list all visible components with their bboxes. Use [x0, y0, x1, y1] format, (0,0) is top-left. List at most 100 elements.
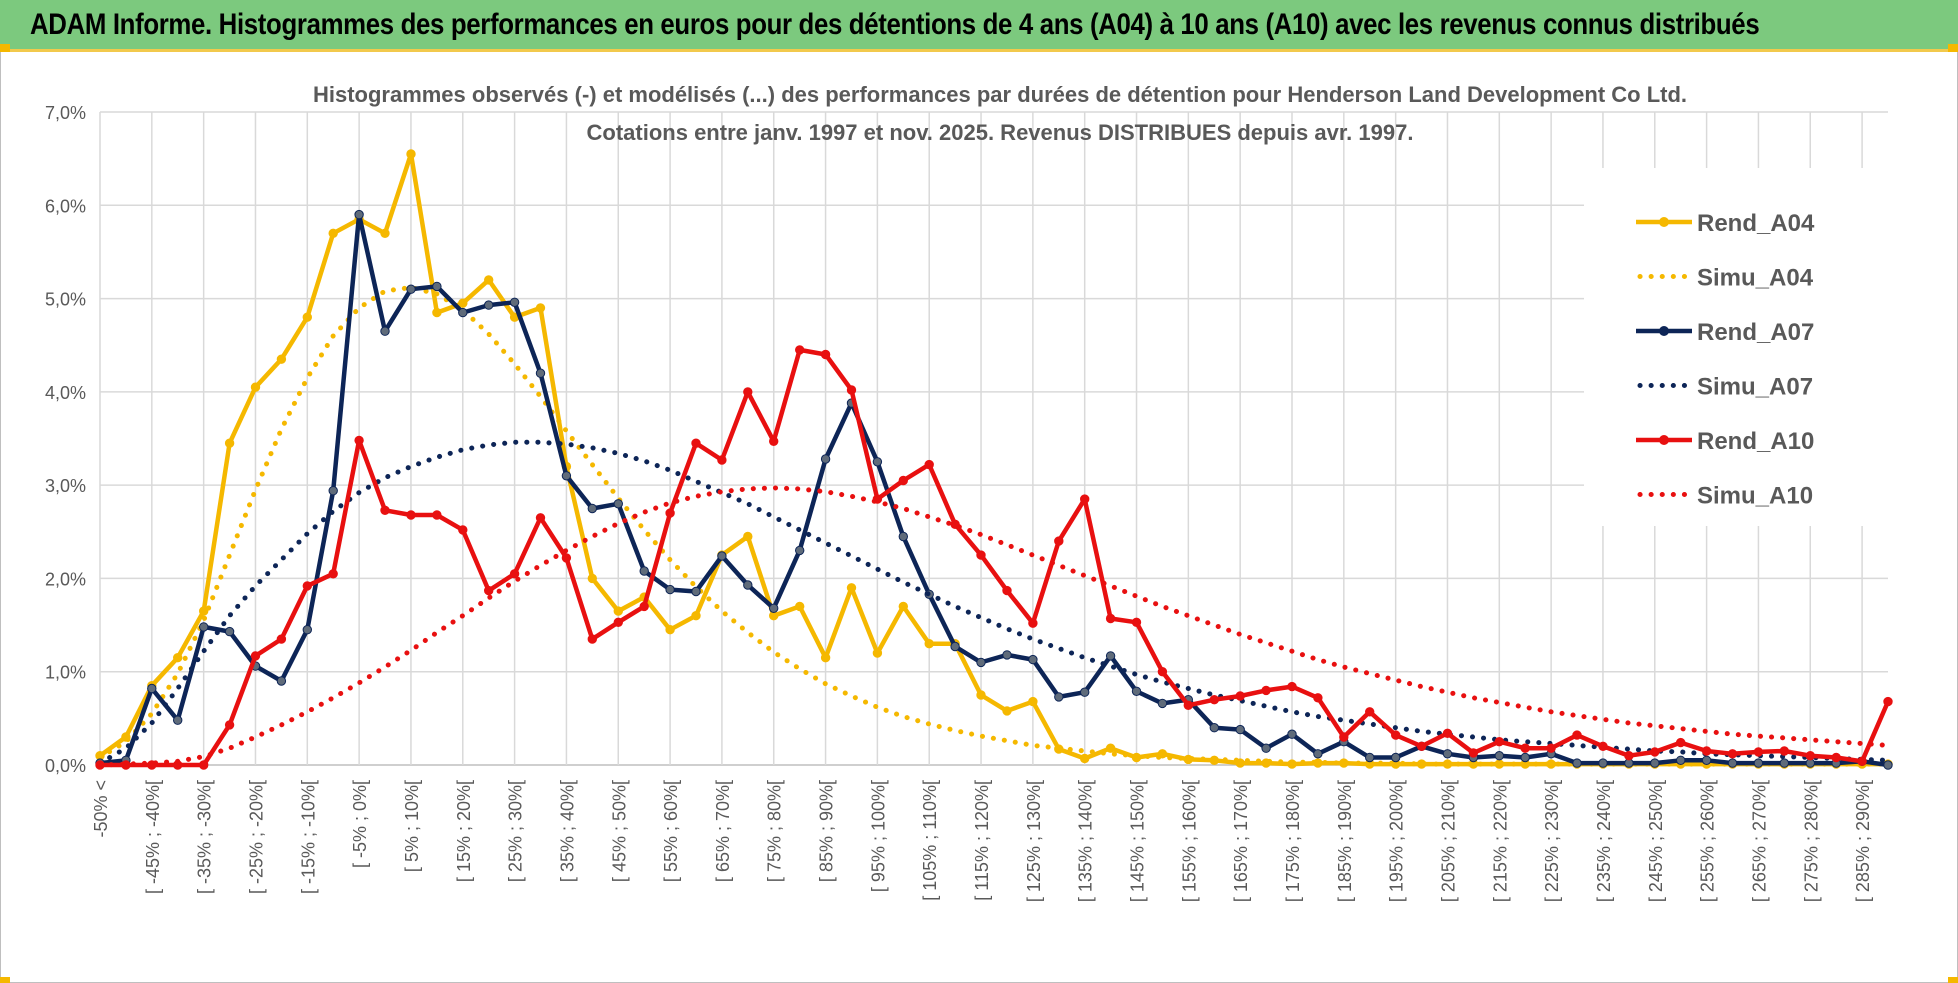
data-point — [1054, 692, 1064, 702]
x-tick-label: -50% < — [91, 780, 111, 838]
series-line-Simu_A07 — [97, 439, 1891, 766]
data-point — [1183, 700, 1194, 710]
y-tick-label: 7,0% — [45, 103, 86, 123]
data-point — [1028, 654, 1038, 665]
data-point — [1805, 751, 1816, 761]
data-point — [1572, 758, 1582, 768]
data-point — [432, 281, 442, 292]
data-point — [328, 569, 338, 579]
data-point — [743, 387, 753, 397]
corner-mark-bottom-right — [1948, 977, 1958, 983]
data-point — [1002, 650, 1012, 660]
data-point — [276, 634, 287, 644]
data-point — [380, 228, 390, 239]
data-point — [406, 284, 416, 294]
data-point — [950, 641, 960, 652]
data-point — [1105, 743, 1116, 753]
data-point — [846, 385, 857, 395]
data-point — [1028, 696, 1038, 707]
x-tick-label: [ 265% ; 270%[ — [1749, 780, 1769, 902]
data-point — [665, 584, 675, 595]
data-point — [1520, 743, 1530, 753]
data-point — [1701, 746, 1712, 756]
data-point — [1468, 748, 1479, 758]
data-point — [354, 435, 364, 446]
legend-item: Rend_A10 — [1636, 428, 1814, 455]
data-point — [1261, 743, 1271, 753]
legend-label: Simu_A07 — [1697, 374, 1813, 401]
data-point — [224, 438, 235, 448]
data-point — [1883, 760, 1893, 770]
data-point — [1701, 755, 1712, 765]
data-point — [1857, 756, 1867, 766]
y-tick-label: 0,0% — [45, 756, 86, 776]
data-point — [1779, 758, 1790, 768]
data-point — [1753, 758, 1764, 768]
data-point — [535, 513, 546, 523]
x-tick-label: [ 135% ; 140%[ — [1076, 780, 1096, 902]
data-point — [250, 651, 261, 661]
data-point — [1572, 730, 1582, 740]
data-point — [173, 653, 183, 663]
data-point — [535, 368, 546, 378]
data-point — [1753, 747, 1764, 757]
data-point — [276, 676, 287, 686]
data-point — [795, 601, 805, 612]
data-point — [535, 303, 546, 313]
data-point — [820, 349, 831, 360]
x-tick-label: [ 275% ; 280%[ — [1801, 780, 1821, 902]
data-point — [1494, 751, 1505, 761]
data-point — [1624, 751, 1634, 761]
data-point — [432, 510, 442, 520]
x-tick-label: [ 165% ; 170%[ — [1231, 780, 1251, 902]
data-point — [1157, 667, 1168, 677]
data-point — [199, 760, 209, 770]
data-point — [795, 545, 805, 556]
x-tick-label: [ 255% ; 260%[ — [1698, 780, 1718, 902]
data-point — [924, 639, 934, 649]
data-point — [1546, 743, 1556, 753]
data-point — [769, 603, 779, 613]
data-point — [1365, 707, 1375, 717]
x-tick-label: [ -5% ; 0%[ — [350, 780, 370, 868]
x-tick-label: [ 285% ; 290%[ — [1853, 780, 1873, 902]
data-point — [147, 683, 157, 694]
x-tick-label: [ -45% ; -40%[ — [143, 780, 163, 894]
data-point — [691, 438, 701, 448]
data-point — [743, 531, 753, 542]
data-point — [406, 149, 416, 159]
banner-title: ADAM Informe. Histogrammes des performan… — [30, 8, 1760, 41]
data-point — [924, 459, 934, 470]
data-point — [458, 298, 468, 308]
data-point — [561, 471, 572, 481]
data-point — [1209, 723, 1220, 733]
series-Simu_A07 — [97, 439, 1891, 766]
x-tick-label: [ 155% ; 160%[ — [1179, 780, 1199, 902]
data-point — [1028, 618, 1038, 628]
data-point — [1727, 749, 1738, 759]
x-tick-label: [ 145% ; 150%[ — [1128, 780, 1148, 902]
chart-title-line2: Cotations entre janv. 1997 et nov. 2025.… — [587, 120, 1414, 145]
data-point — [1676, 755, 1686, 765]
data-point — [613, 606, 623, 616]
data-point — [1287, 729, 1297, 739]
x-tick-label: [ 15% ; 20%[ — [454, 780, 474, 882]
data-point — [613, 499, 623, 509]
x-tick-label: [ -15% ; -10%[ — [298, 780, 318, 894]
data-point — [1520, 752, 1530, 763]
data-point — [846, 583, 857, 593]
data-point — [509, 297, 520, 307]
x-tick-label: [ 65% ; 70%[ — [713, 780, 733, 882]
data-point — [1235, 724, 1245, 735]
legend-item: Simu_A04 — [1637, 265, 1814, 292]
data-point — [1209, 695, 1220, 705]
x-tick-label: [ 235% ; 240%[ — [1594, 780, 1614, 902]
data-point — [872, 457, 883, 467]
data-point — [587, 634, 597, 644]
data-point — [1365, 752, 1375, 763]
data-point — [302, 625, 312, 635]
data-point — [1313, 693, 1323, 703]
y-tick-label: 3,0% — [45, 476, 86, 496]
data-point — [561, 553, 572, 563]
data-point — [224, 626, 235, 637]
